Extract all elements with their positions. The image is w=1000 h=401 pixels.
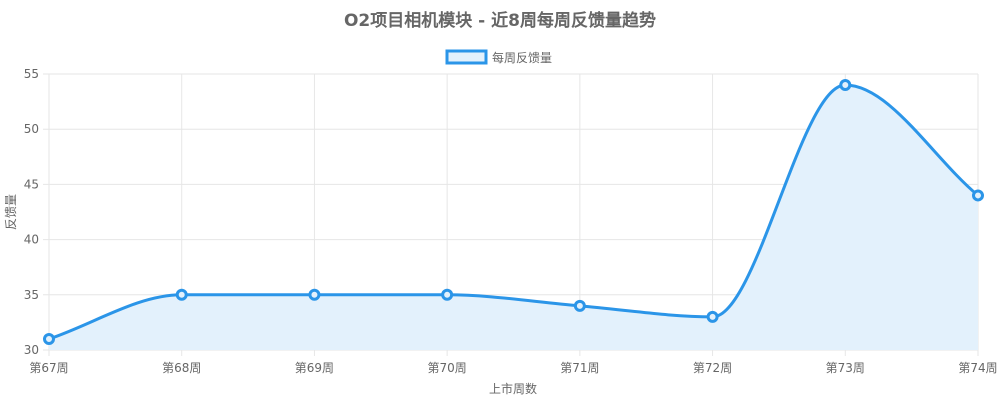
y-tick-label: 30 (24, 343, 39, 357)
y-tick-label: 50 (24, 122, 39, 136)
data-point[interactable] (308, 288, 321, 301)
x-tick-label: 第70周 (428, 361, 467, 375)
legend-swatch (445, 49, 488, 65)
y-axis-ticks: 30 35 40 45 50 55 (24, 67, 39, 357)
x-tick-label: 第69周 (295, 361, 334, 375)
series-area-fill (49, 85, 978, 350)
x-tick-label: 第74周 (958, 361, 997, 375)
x-tick-label: 第71周 (560, 361, 599, 375)
y-tick-label: 55 (24, 67, 39, 81)
x-axis-title: 上市周数 (489, 381, 537, 396)
x-tick-label: 第68周 (162, 361, 201, 375)
legend[interactable]: 每周反馈量 (445, 49, 552, 65)
data-point[interactable] (972, 189, 984, 202)
y-tick-label: 45 (24, 177, 39, 191)
data-point[interactable] (175, 288, 188, 301)
y-tick-label: 40 (24, 233, 39, 247)
x-axis-ticks: 第67周 第68周 第69周 第70周 第71周 第72周 第73周 第74周 (29, 361, 997, 375)
series-line (48, 83, 979, 341)
data-point[interactable] (573, 299, 586, 312)
x-tick-label: 第73周 (826, 361, 865, 375)
y-axis-title: 反馈量 (4, 194, 18, 230)
y-tick-label: 35 (24, 288, 39, 302)
data-point[interactable] (839, 79, 852, 92)
series-points (43, 79, 984, 345)
data-point[interactable] (706, 310, 719, 323)
chart-title: O2项目相机模块 - 近8周每周反馈量趋势 (344, 10, 656, 31)
x-tick-label: 第67周 (29, 361, 68, 375)
x-tick-label: 第72周 (693, 361, 732, 375)
data-point[interactable] (441, 288, 454, 301)
legend-label: 每周反馈量 (492, 50, 552, 65)
data-point[interactable] (43, 332, 55, 345)
